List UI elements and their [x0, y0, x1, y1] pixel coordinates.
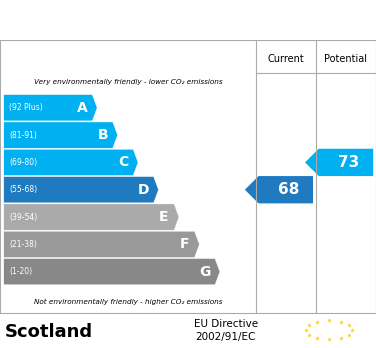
Text: (39-54): (39-54)	[9, 213, 38, 222]
Polygon shape	[4, 176, 159, 203]
Text: G: G	[199, 265, 211, 279]
Text: Current: Current	[267, 54, 304, 64]
Polygon shape	[4, 149, 138, 175]
Text: 73: 73	[338, 155, 359, 170]
Text: E: E	[159, 210, 169, 224]
Text: Very environmentally friendly - lower CO₂ emissions: Very environmentally friendly - lower CO…	[33, 79, 222, 85]
Text: (1-20): (1-20)	[9, 267, 33, 276]
Polygon shape	[4, 95, 97, 121]
Polygon shape	[4, 204, 179, 230]
Text: Environmental Impact (CO₂) Rating: Environmental Impact (CO₂) Rating	[38, 13, 338, 27]
Text: Not environmentally friendly - higher CO₂ emissions: Not environmentally friendly - higher CO…	[33, 299, 222, 305]
Text: (69-80): (69-80)	[9, 158, 38, 167]
Polygon shape	[245, 176, 313, 203]
Text: A: A	[77, 101, 88, 115]
Polygon shape	[4, 122, 118, 148]
Text: Scotland: Scotland	[5, 323, 93, 341]
Text: B: B	[97, 128, 108, 142]
Text: C: C	[118, 156, 128, 169]
Text: EU Directive
2002/91/EC: EU Directive 2002/91/EC	[194, 319, 258, 342]
Polygon shape	[305, 149, 373, 176]
Text: (21-38): (21-38)	[9, 240, 37, 249]
Polygon shape	[4, 259, 220, 285]
Text: (81-91): (81-91)	[9, 130, 37, 140]
Text: 68: 68	[278, 182, 299, 197]
Text: (92 Plus): (92 Plus)	[9, 103, 43, 112]
Text: (55-68): (55-68)	[9, 185, 38, 194]
Text: D: D	[138, 183, 149, 197]
Text: F: F	[180, 237, 189, 251]
Polygon shape	[4, 231, 199, 258]
Text: Potential: Potential	[324, 54, 367, 64]
